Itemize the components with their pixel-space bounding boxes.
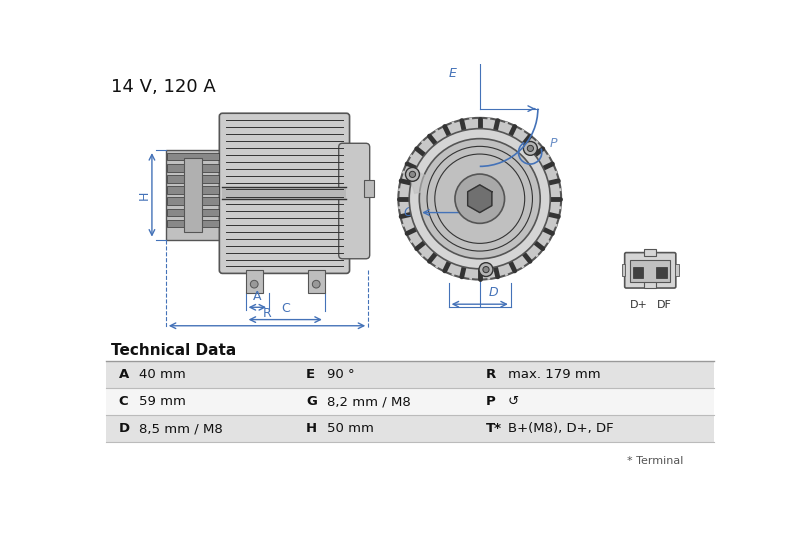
Circle shape	[523, 141, 538, 155]
Bar	[657, 267, 666, 278]
Text: P: P	[486, 395, 496, 408]
Text: 50 mm: 50 mm	[327, 422, 374, 435]
Text: H: H	[138, 190, 150, 199]
Bar	[167, 208, 218, 216]
Text: 90 °: 90 °	[327, 368, 354, 381]
Polygon shape	[468, 185, 492, 213]
Bar	[675, 264, 679, 277]
Circle shape	[483, 266, 489, 273]
Text: 40 mm: 40 mm	[138, 368, 186, 381]
Text: D: D	[489, 287, 498, 300]
Text: max. 179 mm: max. 179 mm	[508, 368, 600, 381]
Text: 14 V, 120 A: 14 V, 120 A	[111, 78, 216, 96]
Bar	[634, 267, 643, 278]
Bar	[364, 180, 374, 197]
Text: DF: DF	[657, 300, 672, 310]
Text: R: R	[262, 308, 271, 320]
Circle shape	[398, 118, 561, 280]
Bar	[184, 158, 202, 232]
Bar	[106, 361, 714, 388]
Bar	[167, 175, 218, 183]
Text: 8,5 mm / M8: 8,5 mm / M8	[138, 422, 222, 435]
Bar	[167, 186, 218, 194]
FancyBboxPatch shape	[338, 143, 370, 259]
Text: H: H	[306, 422, 318, 435]
Text: G: G	[306, 395, 317, 408]
Bar	[644, 280, 657, 288]
Text: * Terminal: * Terminal	[627, 456, 684, 466]
Circle shape	[455, 174, 505, 223]
Circle shape	[479, 263, 493, 277]
Bar	[106, 388, 714, 415]
Bar	[167, 152, 218, 160]
Text: 8,2 mm / M8: 8,2 mm / M8	[327, 395, 411, 408]
Bar	[166, 150, 220, 239]
Text: Technical Data: Technical Data	[111, 343, 236, 358]
Text: C: C	[118, 395, 128, 408]
Circle shape	[410, 128, 550, 269]
Circle shape	[410, 171, 415, 177]
Text: 59 mm: 59 mm	[138, 395, 186, 408]
Text: A: A	[253, 289, 262, 303]
Bar	[167, 220, 218, 228]
Text: P: P	[550, 137, 557, 150]
Polygon shape	[407, 166, 453, 193]
Text: B+(M8), D+, DF: B+(M8), D+, DF	[508, 422, 614, 435]
Text: G: G	[404, 206, 414, 219]
Bar	[167, 197, 218, 205]
Text: E: E	[306, 368, 315, 381]
Bar	[246, 270, 262, 294]
Text: D: D	[118, 422, 130, 435]
Bar	[167, 164, 218, 172]
Bar	[222, 187, 346, 199]
Circle shape	[406, 167, 419, 181]
Circle shape	[250, 280, 258, 288]
Text: E: E	[449, 68, 457, 80]
Circle shape	[312, 280, 320, 288]
Circle shape	[527, 146, 534, 151]
Text: R: R	[486, 368, 496, 381]
FancyBboxPatch shape	[219, 113, 350, 273]
Text: T*: T*	[486, 422, 502, 435]
Bar	[166, 185, 277, 201]
Text: ↺: ↺	[508, 395, 518, 408]
Text: D+: D+	[630, 300, 647, 310]
Bar	[644, 249, 657, 256]
Text: A: A	[118, 368, 129, 381]
Circle shape	[419, 139, 540, 259]
Text: C: C	[281, 302, 290, 315]
Bar	[106, 415, 714, 442]
FancyBboxPatch shape	[630, 260, 670, 282]
FancyBboxPatch shape	[625, 253, 676, 288]
Bar	[622, 264, 626, 277]
Bar	[308, 270, 325, 294]
